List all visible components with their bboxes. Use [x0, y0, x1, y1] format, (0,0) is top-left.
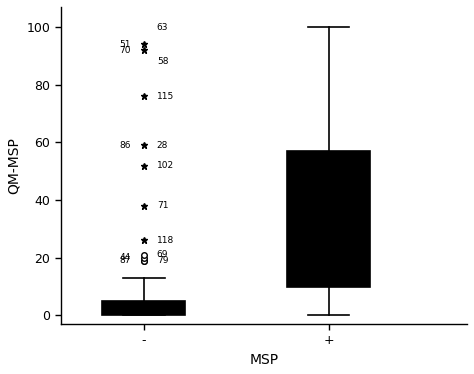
Text: 63: 63	[157, 22, 168, 32]
Text: 69: 69	[157, 250, 168, 260]
PathPatch shape	[102, 301, 185, 315]
Text: 87: 87	[119, 256, 131, 265]
Text: 79: 79	[157, 256, 168, 265]
Text: 51: 51	[119, 40, 131, 49]
Text: 118: 118	[157, 236, 174, 245]
Text: 102: 102	[157, 161, 174, 170]
Text: 70: 70	[119, 46, 131, 55]
Text: 115: 115	[157, 92, 174, 101]
Y-axis label: QM-MSP: QM-MSP	[7, 137, 21, 194]
Text: 58: 58	[157, 57, 168, 66]
PathPatch shape	[287, 151, 370, 286]
Text: 44: 44	[120, 253, 131, 262]
Text: 28: 28	[157, 141, 168, 150]
Text: 71: 71	[157, 201, 168, 211]
X-axis label: MSP: MSP	[249, 353, 279, 367]
Text: 86: 86	[119, 141, 131, 150]
